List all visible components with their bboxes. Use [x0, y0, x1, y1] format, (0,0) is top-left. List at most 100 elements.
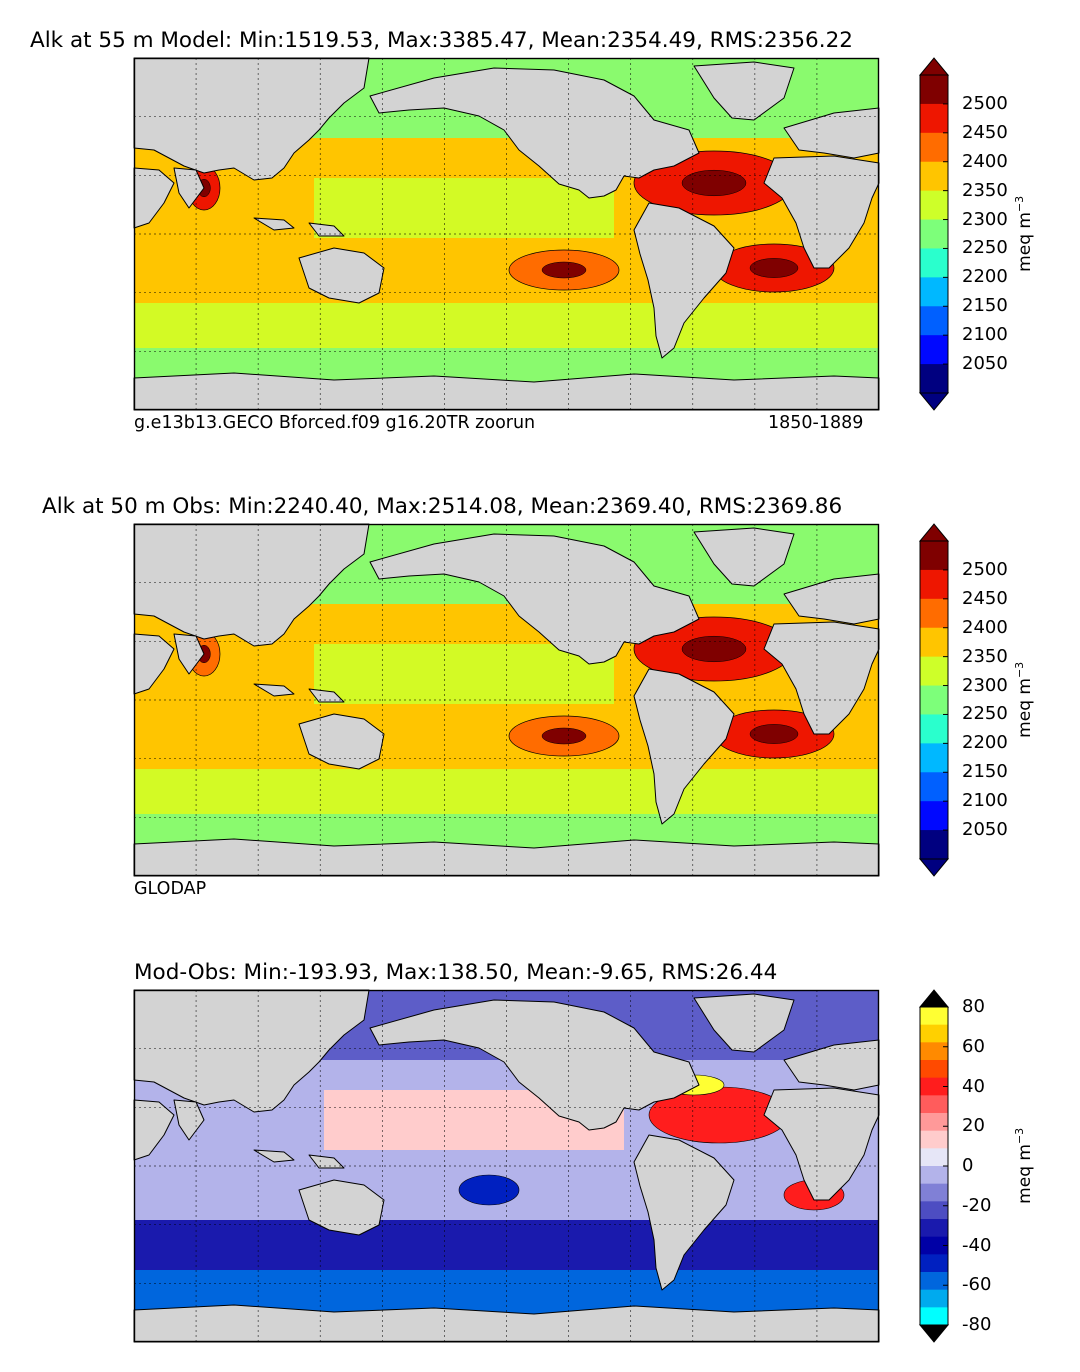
land-mass: [783, 1039, 880, 1091]
colorbar-swatch: [920, 132, 948, 163]
panel-obs-map: [133, 523, 880, 877]
colorbar-swatch: [920, 569, 948, 600]
map-frame: [133, 57, 880, 411]
colorbar-tick-label: 2100: [962, 790, 1008, 812]
land-mass: [369, 999, 700, 1131]
colorbar-tick-label: 2200: [962, 266, 1008, 288]
colorbar-swatch: [920, 685, 948, 716]
colorbar-tick-label: 2200: [962, 732, 1008, 754]
colorbar-tick-label: 2400: [962, 150, 1008, 172]
colorbar-swatch: [920, 1254, 948, 1273]
ocean-band-equatorial: [314, 644, 614, 704]
panel-diff-colorbar: 80 60 40 20 0 -20 -40 -60 -80 meq m−3: [918, 989, 1080, 1343]
colorbar-frame: [919, 540, 949, 860]
land-mass: [253, 1149, 295, 1163]
hotspot-core-atlantic-south: [749, 724, 799, 744]
panel-model-map-svg: [133, 57, 880, 411]
graticule: [134, 990, 879, 1342]
colorbar-tick-label: 2150: [962, 295, 1008, 317]
panel-diff-title: Mod-Obs: Min:-193.93, Max:138.50, Mean:-…: [134, 960, 778, 985]
graticule: [134, 58, 879, 410]
colorbar-swatch: [920, 161, 948, 192]
colorbar-swatch: [920, 714, 948, 744]
land-mass: [173, 1099, 205, 1141]
hotspot-core-pacific-south: [541, 727, 587, 745]
colorbar-tick-label: 2250: [962, 703, 1008, 725]
panel-model-caption-left: g.e13b13.GECO Bforced.f09 g16.20TR zooru…: [134, 413, 536, 433]
colorbar-tick-label: 2350: [962, 179, 1008, 201]
colorbar-swatch: [920, 656, 948, 687]
colorbar-tick-label: -80: [962, 1314, 992, 1335]
colorbar-swatch: [920, 306, 948, 336]
hotspot-core-atlantic-nw: [681, 635, 747, 663]
colorbar-tick-label: 2450: [962, 121, 1008, 143]
colorbar-tick-label: 80: [962, 996, 985, 1017]
land-mass: [133, 989, 370, 1113]
panel-model-caption-right: 1850-1889: [768, 413, 864, 433]
colorbar-tick-label: 2250: [962, 237, 1008, 259]
colorbar-swatch: [920, 801, 948, 831]
colorbar-swatch: [920, 1166, 948, 1185]
colorbar-tick-label: -60: [962, 1274, 992, 1296]
land-mass: [173, 167, 205, 209]
colorbar-tick-label: 2050: [962, 819, 1008, 841]
colorbar-swatch: [920, 1060, 948, 1079]
land-mass: [308, 1154, 345, 1169]
colorbar-swatch: [920, 1236, 948, 1255]
land-mass: [253, 683, 295, 697]
panel-model-title: Alk at 55 m Model: Min:1519.53, Max:3385…: [30, 28, 853, 53]
land-mass: [308, 688, 345, 703]
panel-obs-colorbar-ticks: 2500 2450 2400 2350 2300 2250 2200 2150 2100 2050: [962, 524, 1022, 876]
panel-diff-colorbar-svg: [918, 989, 950, 1343]
colorbar-top-arrow: [918, 989, 950, 1008]
colorbar-swatch: [920, 1077, 948, 1096]
panel-model-colorbar: 2500 2450 2400 2350 2300 2250 2200 2150 2100 2050…: [918, 57, 1080, 411]
panel-obs-caption-left: GLODAP: [134, 879, 207, 899]
colorbar-swatch: [920, 1183, 948, 1202]
map-frame: [133, 989, 880, 1343]
colorbar-swatch: [920, 1130, 948, 1149]
colorbar-swatch: [920, 1042, 948, 1061]
panel-obs-colorbar: 2500 2450 2400 2350 2300 2250 2200 2150 2100 2050…: [918, 523, 1080, 877]
land-mass: [173, 633, 205, 675]
ocean-band-south: [134, 769, 879, 814]
colorbar-swatch: [920, 1095, 948, 1114]
colorbar-tick-label: 2100: [962, 324, 1008, 346]
land-mass: [133, 523, 370, 647]
land-mass: [308, 222, 345, 237]
land-mass: [369, 533, 700, 665]
colorbar-swatch: [920, 335, 948, 365]
colorbar-tick-label: 2400: [962, 616, 1008, 638]
land-mass: [633, 668, 735, 825]
hotspot-core-atlantic-south: [749, 258, 799, 278]
ocean-band-equatorial: [314, 178, 614, 238]
panel-obs-colorbar-svg: [918, 523, 950, 877]
colorbar-bottom-arrow: [918, 858, 950, 877]
colorbar-tick-label: 40: [962, 1075, 985, 1097]
hotspot-core-pacific-south: [541, 261, 587, 279]
graticule: [134, 524, 879, 876]
colorbar-tick-label: 2300: [962, 674, 1008, 696]
colorbar-swatch: [920, 248, 948, 278]
colorbar-tick-label: 2500: [962, 92, 1008, 114]
colorbar-frame: [919, 74, 949, 394]
colorbar-tick-label: 20: [962, 1115, 985, 1137]
ocean-band-south: [134, 303, 879, 348]
colorbar-tick-label: 0: [962, 1155, 974, 1176]
land-mass: [633, 1134, 735, 1291]
panel-diff-colorbar-unit: meq m−3: [1013, 1127, 1035, 1204]
colorbar-top-arrow: [918, 57, 950, 76]
colorbar-swatch: [920, 1272, 948, 1291]
colorbar-swatch: [920, 1024, 948, 1043]
panel-model-colorbar-ticks: 2500 2450 2400 2350 2300 2250 2200 2150 2100 2050: [962, 58, 1022, 410]
panel-obs-colorbar-unit: meq m−3: [1013, 661, 1035, 738]
panel-model-colorbar-svg: [918, 57, 950, 411]
land-mass: [693, 527, 795, 587]
colorbar-swatch: [920, 598, 948, 629]
colorbar-swatch: [920, 364, 948, 394]
panel-model-map: [133, 57, 880, 411]
land-mass: [133, 57, 370, 181]
colorbar-swatch: [920, 103, 948, 134]
colorbar-tick-label: 2150: [962, 761, 1008, 783]
colorbar-tick-label: 2450: [962, 587, 1008, 609]
